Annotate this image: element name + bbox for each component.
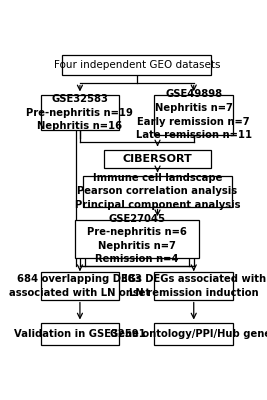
FancyBboxPatch shape [83,176,232,207]
Text: GSE32583
Pre-nephritis n=19
Nephritis n=16: GSE32583 Pre-nephritis n=19 Nephritis n=… [26,94,134,131]
Text: CIBERSORT: CIBERSORT [123,154,193,164]
Text: Gene ontology/PPI/Hub genes: Gene ontology/PPI/Hub genes [110,329,267,339]
FancyBboxPatch shape [75,220,199,258]
Text: 383 DEGs associated with
LN remission induction: 383 DEGs associated with LN remission in… [121,274,266,298]
FancyBboxPatch shape [154,323,233,345]
FancyBboxPatch shape [41,323,119,345]
FancyBboxPatch shape [62,55,211,75]
Text: GSE27045
Pre-nephritis n=6
Nephritis n=7
Remission n=4: GSE27045 Pre-nephritis n=6 Nephritis n=7… [87,214,187,264]
FancyBboxPatch shape [154,95,233,135]
Text: Immune cell landscape
Pearson correlation analysis
Principal component analysis: Immune cell landscape Pearson correlatio… [75,173,240,210]
FancyBboxPatch shape [41,95,119,130]
Text: Validation in GSE32591: Validation in GSE32591 [14,329,146,339]
Text: GSE49898
Nephritis n=7
Early remission n=7
Late remission n=11: GSE49898 Nephritis n=7 Early remission n… [136,90,252,140]
Text: Four independent GEO datasets: Four independent GEO datasets [54,60,220,70]
FancyBboxPatch shape [154,272,233,300]
FancyBboxPatch shape [41,272,119,300]
Text: 684 overlapping DEGs
associated with LN onset: 684 overlapping DEGs associated with LN … [9,274,151,298]
FancyBboxPatch shape [104,150,211,168]
